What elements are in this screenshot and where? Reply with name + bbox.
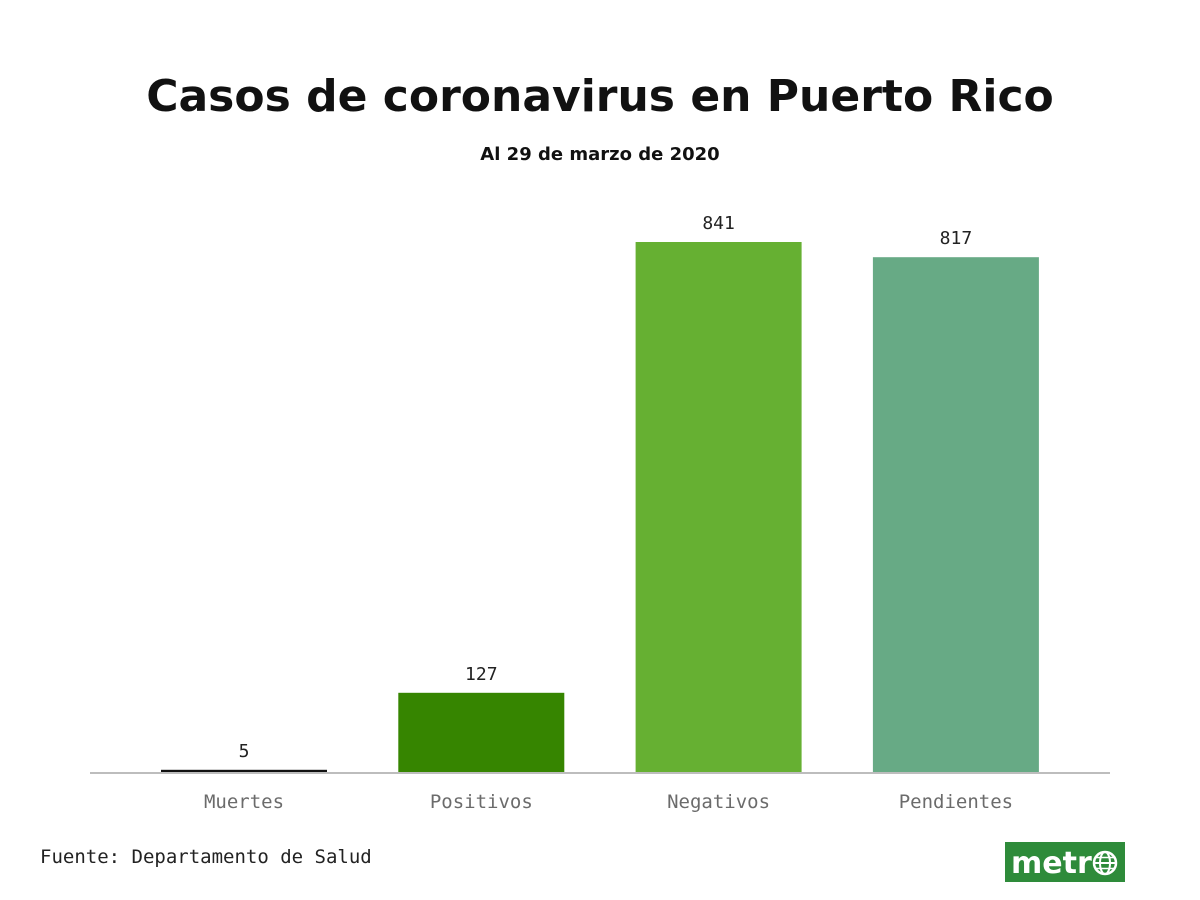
logo-text: metr: [1011, 846, 1092, 881]
data-label-negativos: 841: [702, 213, 735, 234]
bars-layer: [161, 242, 1039, 773]
data-label-pendientes: 817: [940, 228, 973, 249]
bar-pendientes: [872, 257, 1039, 773]
bar-negativos: [635, 242, 802, 773]
globe-icon: [1092, 850, 1118, 876]
source-note: Fuente: Departamento de Salud: [40, 846, 372, 868]
x-tick-label-pendientes: Pendientes: [899, 791, 1013, 813]
x-tick-label-negativos: Negativos: [667, 791, 770, 813]
bar-muertes: [161, 769, 327, 773]
metro-logo: metr: [1005, 842, 1125, 882]
bar-positivos: [398, 692, 565, 773]
chart-title: Casos de coronavirus en Puerto Rico: [146, 71, 1054, 122]
x-tick-label-positivos: Positivos: [430, 791, 533, 813]
labels-layer: 5 Muertes 127 Positivos 841 Negativos 817 Pendi…: [204, 213, 1013, 813]
data-label-muertes: 5: [239, 741, 250, 762]
x-tick-label-muertes: Muertes: [204, 791, 284, 813]
data-label-positivos: 127: [465, 664, 498, 685]
chart-subtitle: Al 29 de marzo de 2020: [480, 144, 720, 165]
